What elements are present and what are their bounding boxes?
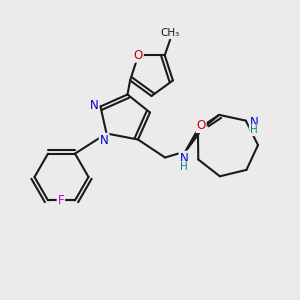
- Text: CH₃: CH₃: [160, 28, 180, 38]
- Text: N: N: [250, 116, 259, 129]
- Text: N: N: [89, 99, 98, 112]
- Text: H: H: [180, 162, 188, 172]
- Text: N: N: [100, 134, 109, 147]
- Text: F: F: [58, 194, 64, 207]
- Text: O: O: [134, 49, 143, 62]
- Text: O: O: [196, 119, 206, 132]
- Text: H: H: [250, 125, 258, 135]
- Text: N: N: [179, 152, 188, 165]
- Polygon shape: [185, 131, 200, 152]
